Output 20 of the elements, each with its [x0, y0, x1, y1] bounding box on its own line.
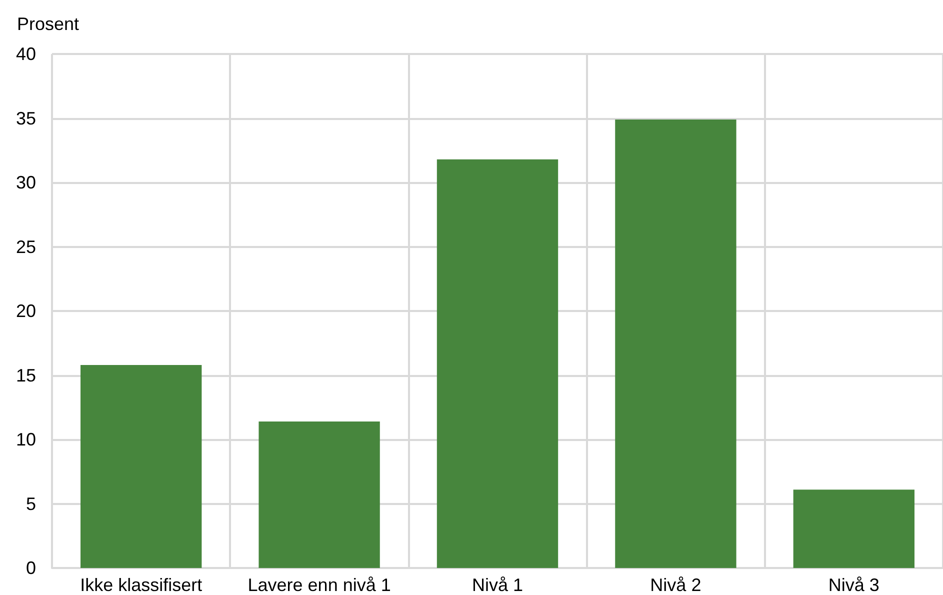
- bar: [793, 490, 914, 568]
- y-tick-label: 10: [16, 430, 36, 450]
- bar: [436, 159, 558, 568]
- x-tick-label: Lavere enn nivå 1: [248, 575, 391, 595]
- y-tick-label: 20: [16, 301, 36, 321]
- y-tick-label: 5: [26, 494, 36, 514]
- y-tick-label: 15: [16, 365, 36, 386]
- bar: [615, 120, 736, 568]
- y-axis-title: Prosent: [17, 14, 80, 34]
- y-tick-label: 25: [16, 236, 36, 257]
- bar: [80, 364, 202, 568]
- y-tick-label: 35: [16, 108, 36, 128]
- x-tick-label: Ikke klassifisert: [80, 575, 202, 595]
- x-tick-label: Nivå 2: [650, 575, 702, 595]
- x-tick-label: Nivå 3: [828, 575, 880, 595]
- y-tick-label: 40: [16, 44, 36, 64]
- y-tick-label: 30: [16, 172, 36, 192]
- x-tick-label: Nivå 1: [472, 575, 524, 595]
- y-tick-label: 0: [26, 558, 36, 578]
- bar: [258, 422, 380, 568]
